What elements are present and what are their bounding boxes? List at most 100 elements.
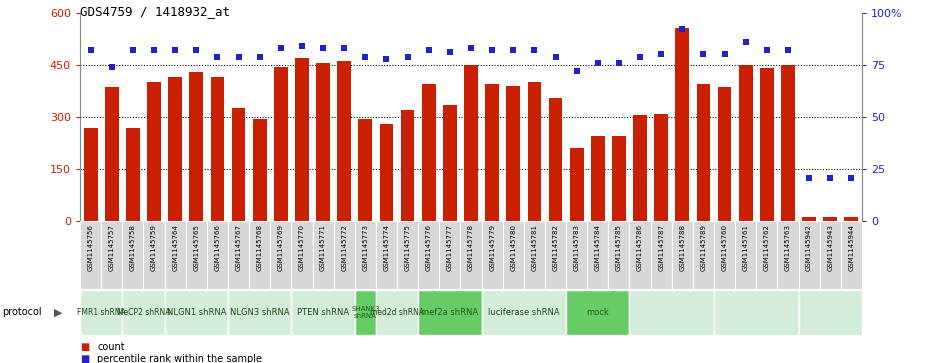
Bar	[252, 119, 267, 221]
Bar	[591, 136, 605, 221]
Point	[168, 47, 183, 53]
Point	[188, 47, 203, 53]
Text: GSM1145767: GSM1145767	[236, 224, 241, 271]
Bar	[418, 290, 481, 335]
Bar	[799, 221, 820, 289]
Bar	[655, 114, 668, 221]
Point	[400, 54, 415, 60]
Bar	[714, 221, 735, 289]
Bar	[481, 221, 503, 289]
Bar	[291, 221, 313, 289]
Bar	[80, 290, 122, 335]
Bar	[803, 217, 816, 221]
Text: GSM1145785: GSM1145785	[616, 224, 622, 271]
Text: luciferase shRNA: luciferase shRNA	[488, 308, 560, 317]
Bar	[228, 290, 291, 335]
Bar	[147, 82, 161, 221]
Bar	[633, 115, 647, 221]
Text: GSM1145787: GSM1145787	[658, 224, 664, 271]
Bar	[507, 86, 520, 221]
Point	[717, 52, 732, 57]
Bar	[799, 290, 862, 335]
Text: GSM1145763: GSM1145763	[785, 224, 791, 271]
Text: GSM1145782: GSM1145782	[553, 224, 559, 271]
Point	[548, 54, 563, 60]
Bar	[693, 221, 714, 289]
Text: percentile rank within the sample: percentile rank within the sample	[97, 354, 262, 363]
Text: GSM1145766: GSM1145766	[215, 224, 220, 271]
Bar	[548, 98, 562, 221]
Point	[591, 60, 606, 66]
Bar	[291, 290, 355, 335]
Text: GSM1145786: GSM1145786	[637, 224, 643, 271]
Text: GSM1145780: GSM1145780	[511, 224, 516, 271]
Text: GSM1145771: GSM1145771	[320, 224, 326, 271]
Bar	[270, 221, 291, 289]
Bar	[165, 290, 228, 335]
Point	[463, 45, 479, 51]
Text: GSM1145772: GSM1145772	[341, 224, 348, 271]
Bar	[823, 217, 837, 221]
Text: GSM1145757: GSM1145757	[108, 224, 115, 271]
Point	[336, 45, 351, 51]
Text: GSM1145773: GSM1145773	[363, 224, 368, 271]
Bar	[80, 221, 101, 289]
Text: MeCP2 shRNA: MeCP2 shRNA	[117, 308, 171, 317]
Bar	[397, 221, 418, 289]
Bar	[675, 28, 690, 221]
Text: GDS4759 / 1418932_at: GDS4759 / 1418932_at	[80, 5, 230, 19]
Point	[759, 47, 774, 53]
Point	[822, 175, 837, 180]
Bar	[570, 148, 583, 221]
Bar	[333, 221, 355, 289]
Point	[83, 47, 98, 53]
Text: ■: ■	[80, 354, 89, 363]
Text: GSM1145768: GSM1145768	[256, 224, 263, 271]
Point	[569, 68, 584, 74]
Bar	[165, 221, 186, 289]
Bar	[84, 127, 98, 221]
Bar	[503, 221, 524, 289]
Point	[105, 64, 120, 70]
Bar	[714, 290, 799, 335]
Bar	[756, 221, 777, 289]
Bar	[169, 77, 182, 221]
Bar	[735, 221, 756, 289]
Point	[611, 60, 626, 66]
Point	[506, 47, 521, 53]
Bar	[781, 65, 795, 221]
Bar	[629, 290, 714, 335]
Bar	[464, 65, 478, 221]
Point	[125, 47, 140, 53]
Point	[147, 47, 162, 53]
Bar	[313, 221, 333, 289]
Bar	[760, 68, 773, 221]
Text: GSM1145758: GSM1145758	[130, 224, 136, 271]
Text: GSM1145778: GSM1145778	[468, 224, 474, 271]
Point	[674, 26, 690, 32]
Text: GSM1145764: GSM1145764	[172, 224, 178, 271]
Bar	[587, 221, 609, 289]
Point	[231, 54, 246, 60]
Point	[802, 175, 817, 180]
Bar	[524, 221, 545, 289]
Bar	[380, 124, 394, 221]
Bar	[143, 221, 165, 289]
Text: protocol: protocol	[2, 307, 41, 317]
Bar	[126, 127, 139, 221]
Bar	[189, 72, 203, 221]
Bar	[443, 105, 457, 221]
Text: GSM1145777: GSM1145777	[447, 224, 453, 271]
Text: GSM1145783: GSM1145783	[574, 224, 579, 271]
Bar	[718, 87, 731, 221]
Bar	[317, 63, 330, 221]
Bar	[485, 84, 499, 221]
Bar	[228, 221, 249, 289]
Text: GSM1145761: GSM1145761	[742, 224, 749, 271]
Text: GSM1145779: GSM1145779	[489, 224, 495, 271]
Text: GSM1145760: GSM1145760	[722, 224, 727, 271]
Bar	[355, 290, 376, 335]
Text: GSM1145756: GSM1145756	[88, 224, 93, 271]
Text: GSM1145942: GSM1145942	[806, 224, 812, 271]
Bar	[376, 290, 418, 335]
